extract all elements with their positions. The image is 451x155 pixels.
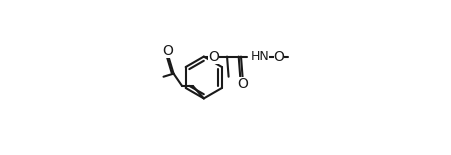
Text: O: O	[274, 50, 285, 64]
Text: O: O	[238, 77, 249, 91]
Text: O: O	[163, 44, 174, 58]
Text: O: O	[208, 50, 219, 64]
Text: HN: HN	[250, 50, 269, 63]
